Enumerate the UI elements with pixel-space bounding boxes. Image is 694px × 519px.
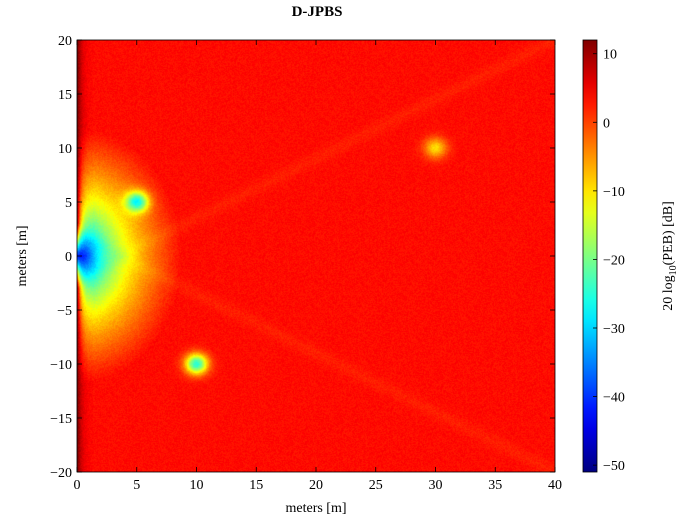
colorbar-tick-label: 0 bbox=[603, 116, 610, 131]
y-tick-label: −5 bbox=[57, 304, 72, 319]
x-tick-label: 0 bbox=[74, 478, 81, 493]
x-tick-label: 35 bbox=[488, 478, 502, 493]
colorbar-tick-label: −20 bbox=[603, 253, 625, 268]
x-tick-label: 40 bbox=[548, 478, 562, 493]
colorbar-tick-label: −10 bbox=[603, 185, 625, 200]
x-axis: 0 5 10 15 20 25 30 35 40 bbox=[74, 40, 562, 493]
y-tick-label: −15 bbox=[50, 412, 72, 427]
colorbar-tick-label: −40 bbox=[603, 391, 625, 406]
x-axis-label: meters [m] bbox=[285, 501, 346, 516]
y-tick-label: 15 bbox=[58, 88, 72, 103]
x-tick-label: 25 bbox=[369, 478, 383, 493]
y-tick-label: 20 bbox=[58, 34, 72, 49]
y-tick-label: 10 bbox=[58, 142, 72, 157]
y-axis-label: meters [m] bbox=[15, 225, 30, 286]
heatmap-field bbox=[77, 40, 555, 472]
colorbar-tick-label: −30 bbox=[603, 322, 625, 337]
x-tick-label: 15 bbox=[249, 478, 263, 493]
x-tick-label: 10 bbox=[190, 478, 204, 493]
colorbar-tick-label: −50 bbox=[603, 459, 625, 474]
colorbar bbox=[582, 39, 598, 473]
y-tick-label: −20 bbox=[50, 466, 72, 481]
colorbar-tick-label: 10 bbox=[603, 48, 617, 63]
y-tick-label: 5 bbox=[65, 196, 72, 211]
x-tick-label: 20 bbox=[309, 478, 323, 493]
colorbar-axis: 10 0 −10 −20 −30 −40 −50 bbox=[593, 48, 625, 474]
y-tick-label: −10 bbox=[50, 358, 72, 373]
colorbar-label: 20 log10(PEB) [dB] bbox=[661, 201, 679, 311]
x-tick-label: 5 bbox=[133, 478, 140, 493]
y-axis: 20 15 10 5 0 −5 −10 −15 −20 bbox=[50, 34, 555, 481]
chart-title: D-JPBS bbox=[291, 4, 343, 20]
x-tick-label: 30 bbox=[429, 478, 443, 493]
y-tick-label: 0 bbox=[65, 250, 72, 265]
